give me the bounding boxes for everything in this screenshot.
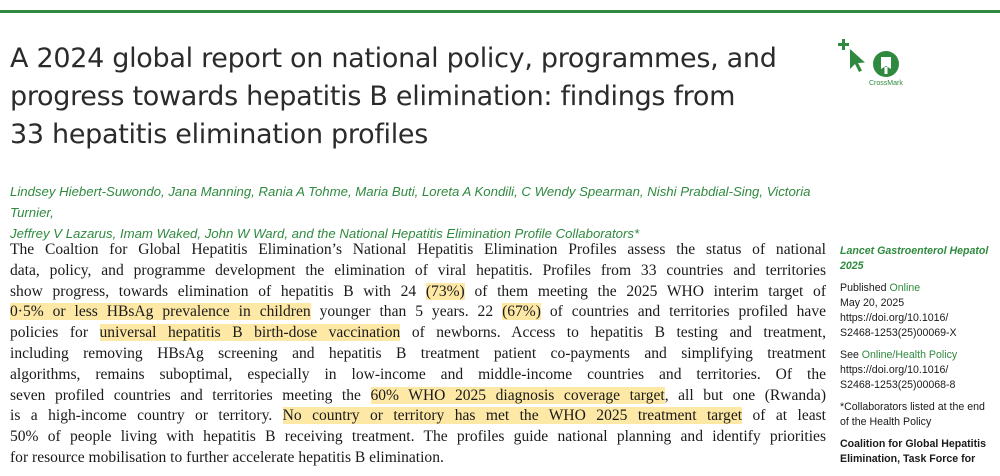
- doi-link[interactable]: https://doi.org/10.1016/: [840, 312, 949, 324]
- top-rule: [0, 10, 1000, 13]
- health-policy-link[interactable]: Online/Health Policy: [861, 349, 958, 361]
- abstract-line: algorithms, remains suboptimal, especial…: [10, 365, 826, 383]
- abstract-line: is a high-income country or territory. N…: [10, 407, 827, 425]
- abstract-line: including removing HBsAg screening and h…: [10, 344, 826, 362]
- abstract-line: 0·5% or less HBsAg prevalence in childre…: [10, 303, 826, 321]
- crossmark-icon: [838, 39, 899, 77]
- online-link[interactable]: Online: [889, 282, 921, 294]
- published-date: May 20, 2025: [840, 297, 905, 309]
- abstract-line: show progress, towards elimination of he…: [10, 282, 827, 300]
- title-line: A 2024 global report on national policy,…: [10, 43, 777, 74]
- title-line: 33 hepatitis elimination profiles: [10, 119, 429, 150]
- abstract-line: The Coaltion for Global Hepatitis Elimin…: [10, 241, 826, 258]
- highlight-treatment-target: No country or territory has met the WHO …: [282, 407, 743, 425]
- published-line: Published Online: [840, 282, 921, 294]
- abstract-line: policies for universal hepatitis B birth…: [10, 324, 826, 342]
- highlight-67pct: (67%): [502, 303, 541, 321]
- abstract-line: data, policy, and programme development …: [10, 261, 826, 279]
- highlight-73pct: (73%): [425, 282, 465, 300]
- doi-link[interactable]: https://doi.org/10.1016/: [840, 364, 949, 376]
- affiliation: Elimination, Task Force for: [840, 453, 976, 465]
- crossmark-label: CrossMark: [869, 80, 903, 87]
- journal-year: 2025: [840, 260, 864, 272]
- collaborators-note: of the Health Policy: [840, 416, 932, 428]
- authors-line: Lindsey Hiebert-Suwondo, Jana Manning, R…: [10, 184, 811, 220]
- abstract-line: 50% of people living with hepatitis B re…: [10, 428, 826, 446]
- doi-link[interactable]: S2468-1253(25)00069-X: [840, 327, 957, 339]
- collaborators-note: *Collaborators listed at the end: [840, 401, 985, 413]
- authors-line: Jeffrey V Lazarus, Imam Waked, John W Wa…: [10, 226, 640, 241]
- highlight-birth-dose: universal hepatitis B birth-dose vaccina…: [99, 324, 401, 342]
- highlight-diagnosis-target: 60% WHO 2025 diagnosis coverage target: [370, 386, 665, 404]
- crossmark-badge[interactable]: [838, 36, 908, 96]
- abstract-line: seven profiled countries and territories…: [10, 386, 826, 404]
- affiliation: Coalition for Global Hepatitis: [840, 438, 986, 450]
- article-sidebar: Lancet Gastroenterol Hepatol 2025 Publis…: [840, 244, 1000, 467]
- abstract-line: for resource mobilisation to further acc…: [10, 448, 444, 466]
- doi-link[interactable]: S2468-1253(25)00068-8: [840, 379, 956, 391]
- highlight-hbsag-prevalence: 0·5% or less HBsAg prevalence in childre…: [10, 303, 311, 321]
- title-line: progress towards hepatitis B elimination…: [10, 81, 736, 112]
- article-title: A 2024 global report on national policy,…: [10, 40, 820, 154]
- author-list: Lindsey Hiebert-Suwondo, Jana Manning, R…: [10, 181, 840, 244]
- see-also-line: See Online/Health Policy: [840, 349, 958, 361]
- journal-name: Lancet Gastroenterol Hepatol: [840, 245, 989, 257]
- abstract: The Coaltion for Global Hepatitis Elimin…: [10, 240, 826, 469]
